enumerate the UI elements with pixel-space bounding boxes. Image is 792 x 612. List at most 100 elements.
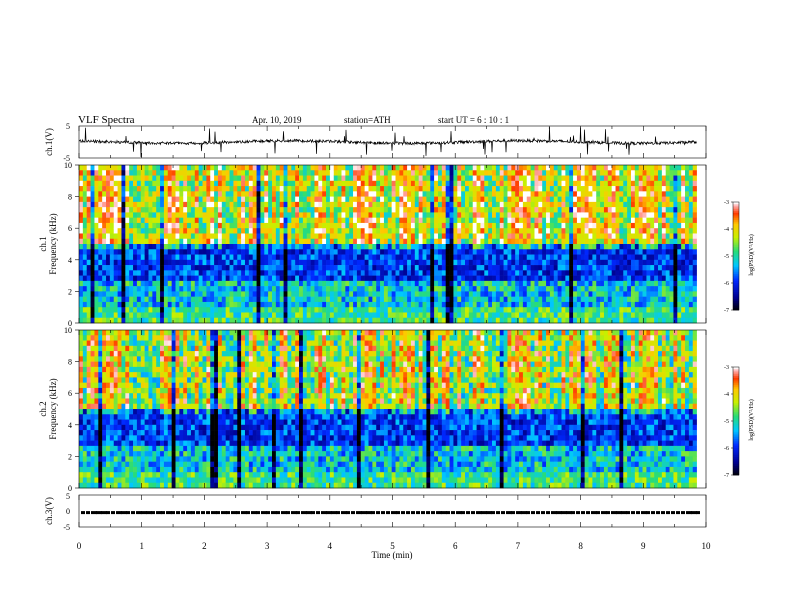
- spectrogram-cell: [515, 165, 520, 171]
- spectrogram-cell: [576, 286, 582, 292]
- spectrogram-cell: [422, 259, 427, 266]
- spectrogram-cell: [553, 265, 558, 271]
- spectrogram-cell: [465, 180, 470, 187]
- spectrogram-cell: [144, 249, 149, 255]
- spectrogram-cell: [530, 307, 535, 313]
- spectrogram-cell: [627, 286, 632, 292]
- spectrogram-cell: [399, 201, 404, 208]
- spectrogram-cell: [685, 265, 690, 271]
- spectrogram-cell: [449, 175, 454, 182]
- spectrogram-cell: [86, 451, 91, 457]
- spectrogram-cell: [414, 207, 419, 213]
- spectrogram-cell: [356, 201, 362, 208]
- spectrogram-cell: [202, 259, 207, 266]
- spectrogram-cell: [268, 317, 273, 324]
- spectrogram-cell: [661, 259, 667, 266]
- spectrogram-cell: [476, 175, 481, 182]
- spectrogram-cell: [171, 275, 176, 282]
- spectrogram-cell: [179, 186, 184, 192]
- spectrogram-cell: [619, 228, 624, 234]
- spectrogram-cell: [600, 175, 605, 182]
- spectrogram-cell: [241, 275, 246, 282]
- spectrogram-cell: [268, 217, 273, 224]
- spectrogram-cell: [383, 312, 389, 319]
- spectrogram-cell: [553, 207, 558, 213]
- spectrogram-cell: [225, 270, 230, 276]
- spectrogram-cell: [538, 259, 543, 266]
- spectrogram-cell: [279, 244, 284, 250]
- spectrogram-cell: [681, 207, 686, 213]
- spectrogram-cell: [333, 291, 338, 297]
- spectrogram-cell: [318, 207, 323, 213]
- spectrogram-cell: [175, 244, 180, 250]
- spectrogram-cell: [133, 244, 138, 250]
- spectrogram-cell: [665, 217, 670, 224]
- spectrogram-cell: [194, 270, 199, 276]
- spectrogram-cell: [565, 217, 570, 224]
- spectrogram-cell: [329, 312, 335, 319]
- spectrogram-cell: [109, 170, 115, 176]
- spectrogram-cell: [465, 307, 470, 313]
- spectrogram-cell: [163, 249, 169, 255]
- spectrogram-cell: [472, 233, 477, 240]
- spectrogram-cell: [133, 233, 138, 240]
- spectrogram-cell: [133, 254, 138, 261]
- spectrogram-cell: [360, 238, 365, 245]
- spectrogram-cell: [584, 228, 589, 234]
- spectrogram-cell: [383, 265, 389, 271]
- spectrogram-cell: [125, 244, 130, 250]
- spectrogram-cell: [569, 165, 574, 171]
- spectrogram-cell: [492, 191, 497, 197]
- spectrogram-cell: [592, 180, 597, 187]
- spectrogram-cell: [233, 286, 238, 292]
- spectrogram-cell: [658, 186, 663, 192]
- spectrogram-cell: [109, 207, 115, 213]
- spectrogram-cell: [685, 222, 690, 229]
- spectrogram-cell: [515, 170, 520, 176]
- spectrogram-cell: [685, 296, 690, 303]
- spectrogram-cell: [233, 175, 238, 182]
- spectrogram-cell: [299, 307, 304, 313]
- spectrogram-cell: [140, 291, 145, 297]
- spectrogram-cell: [646, 244, 651, 250]
- spectrogram-cell: [407, 249, 412, 255]
- spectrogram-cell: [457, 233, 462, 240]
- spectrogram-cell: [658, 191, 663, 197]
- spectrogram-cell: [148, 175, 153, 182]
- spectrogram-cell: [576, 170, 582, 176]
- spectrogram-cell: [175, 196, 180, 203]
- spectrogram-cell: [94, 170, 99, 176]
- spectrogram-cell: [519, 228, 524, 234]
- spectrogram-cell: [611, 217, 616, 224]
- spectrogram-cell: [488, 244, 493, 250]
- spectrogram-cell: [380, 170, 385, 176]
- spectrogram-cell: [499, 265, 504, 271]
- spectrogram-cell: [133, 207, 138, 213]
- spectrogram-cell: [82, 335, 88, 341]
- spectrogram-cell: [499, 228, 504, 234]
- spectrogram-cell: [136, 175, 142, 182]
- spectrogram-cell: [364, 233, 369, 240]
- spectrogram-cell: [445, 249, 450, 255]
- spectrogram-cell: [465, 254, 470, 261]
- spectrogram-cell: [376, 217, 381, 224]
- spectrogram-cell: [549, 307, 555, 313]
- spectrogram-cell: [233, 201, 238, 208]
- spectrogram-cell: [225, 233, 230, 240]
- spectrogram-cell: [349, 170, 354, 176]
- spectrogram-cell: [210, 201, 215, 208]
- spectrogram-cell: [144, 275, 149, 282]
- spectrogram-cell: [368, 286, 373, 292]
- spectrogram-cell: [623, 275, 628, 282]
- spectrogram-cell: [79, 387, 84, 394]
- spectrogram-cell: [615, 307, 620, 313]
- spectrogram-cell: [337, 301, 342, 308]
- spectrogram-cell: [79, 201, 84, 208]
- spectrogram-cell: [476, 291, 481, 297]
- spectrogram-cell: [395, 207, 400, 213]
- spectrogram-cell: [488, 270, 493, 276]
- spectrogram-cell: [391, 175, 396, 182]
- spectrogram-cell: [279, 286, 284, 292]
- spectrogram-cell: [484, 275, 489, 282]
- spectrogram-cell: [171, 238, 176, 245]
